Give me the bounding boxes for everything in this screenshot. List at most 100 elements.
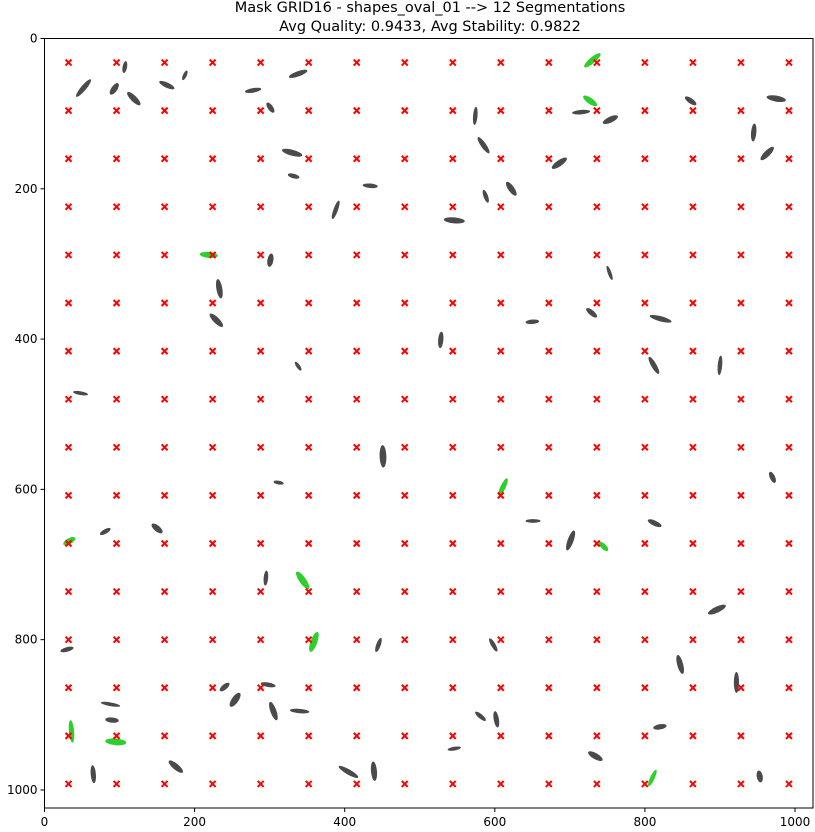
- grid-point-marker: [641, 780, 649, 788]
- oval-shape: [768, 471, 776, 483]
- oval-shape: [602, 115, 618, 125]
- grid-point-marker: [449, 587, 457, 596]
- oval-shape: [525, 319, 540, 325]
- grid-point-marker: [208, 299, 217, 307]
- grid-point-marker: [737, 780, 745, 788]
- oval-shape: [215, 279, 223, 299]
- grid-point-marker: [352, 732, 361, 740]
- grid-point-marker: [689, 684, 697, 692]
- grid-point-marker: [737, 684, 745, 692]
- oval-shape: [76, 79, 92, 97]
- grid-point-marker: [304, 251, 313, 259]
- grid-point-marker: [785, 780, 793, 788]
- grid-point-marker: [593, 203, 601, 211]
- grid-point-marker: [112, 732, 121, 740]
- grid-point-marker: [208, 443, 217, 452]
- grid-point-marker: [256, 780, 265, 788]
- grid-point-marker: [401, 732, 409, 740]
- grid-point-marker: [593, 251, 601, 259]
- grid-point-marker: [160, 203, 169, 211]
- segmented-oval: [296, 571, 310, 590]
- grid-point-marker: [160, 732, 169, 740]
- oval-shape: [379, 445, 387, 468]
- x-tick-label: 400: [333, 815, 356, 829]
- oval-shape: [493, 711, 500, 728]
- grid-point-marker: [352, 155, 361, 163]
- grid-point-marker: [256, 491, 265, 500]
- grid-point-marker: [545, 443, 553, 452]
- grid-point-marker: [641, 106, 649, 115]
- grid-point-marker: [160, 491, 169, 500]
- oval-shape: [586, 307, 598, 318]
- grid-point-marker: [689, 106, 697, 115]
- oval-shape: [288, 69, 308, 78]
- grid-point-marker: [112, 251, 121, 259]
- grid-point-marker: [737, 732, 745, 740]
- grid-point-marker: [352, 635, 361, 644]
- grid-point-marker: [593, 155, 601, 163]
- oval-shape: [572, 109, 591, 115]
- grid-point-marker: [593, 587, 601, 596]
- oval-shape: [760, 146, 774, 161]
- grid-point-marker: [64, 539, 73, 548]
- grid-point-marker: [64, 395, 73, 403]
- grid-point-marker: [160, 347, 169, 355]
- grid-point-marker: [785, 58, 793, 67]
- grid-point-marker: [64, 587, 73, 596]
- grid-markers-layer: [64, 58, 793, 788]
- oval-shape: [653, 724, 667, 730]
- grid-point-marker: [545, 347, 553, 355]
- grid-point-marker: [64, 491, 73, 500]
- grid-point-marker: [64, 251, 73, 259]
- oval-shape: [99, 527, 111, 536]
- oval-shape: [289, 708, 310, 714]
- grid-point-marker: [737, 155, 745, 163]
- segmented-oval: [105, 738, 127, 746]
- oval-shape: [109, 83, 119, 95]
- grid-point-marker: [112, 203, 121, 211]
- grid-point-marker: [64, 684, 73, 692]
- grid-point-marker: [401, 299, 409, 307]
- grid-point-marker: [112, 587, 121, 596]
- grid-point-marker: [449, 635, 457, 644]
- grid-point-marker: [352, 587, 361, 596]
- grid-point-marker: [497, 347, 505, 355]
- grid-point-marker: [449, 347, 457, 355]
- grid-point-marker: [256, 203, 265, 211]
- grid-point-marker: [208, 684, 217, 692]
- oval-shape: [287, 173, 300, 179]
- oval-shape: [182, 70, 188, 81]
- grid-point-marker: [160, 155, 169, 163]
- grid-point-marker: [352, 251, 361, 259]
- oval-shape: [489, 638, 498, 652]
- y-tick-label: 600: [15, 482, 38, 496]
- grid-point-marker: [593, 395, 601, 403]
- y-tick-label: 200: [15, 182, 38, 196]
- grid-point-marker: [737, 203, 745, 211]
- grid-point-marker: [689, 251, 697, 259]
- grid-point-marker: [497, 395, 505, 403]
- segmented-oval: [498, 478, 508, 497]
- y-tick-label: 1000: [7, 783, 38, 797]
- oval-shape: [260, 682, 276, 688]
- grid-point-marker: [304, 299, 313, 307]
- grid-point-marker: [641, 395, 649, 403]
- grid-point-marker: [641, 684, 649, 692]
- grid-point-marker: [112, 491, 121, 500]
- grid-point-marker: [641, 539, 649, 548]
- grid-point-marker: [401, 635, 409, 644]
- x-tick-label: 800: [633, 815, 656, 829]
- grid-point-marker: [737, 347, 745, 355]
- oval-shape: [566, 530, 576, 551]
- grid-point-marker: [208, 347, 217, 355]
- grid-point-marker: [256, 684, 265, 692]
- oval-shape: [159, 80, 175, 90]
- y-tick-label: 800: [15, 633, 38, 647]
- oval-shape: [209, 313, 224, 328]
- oval-shape: [708, 604, 726, 615]
- grid-point-marker: [545, 539, 553, 548]
- grid-point-marker: [449, 443, 457, 452]
- oval-shape: [281, 148, 303, 157]
- y-axis: 0 200 400 600 800 1000: [7, 32, 45, 797]
